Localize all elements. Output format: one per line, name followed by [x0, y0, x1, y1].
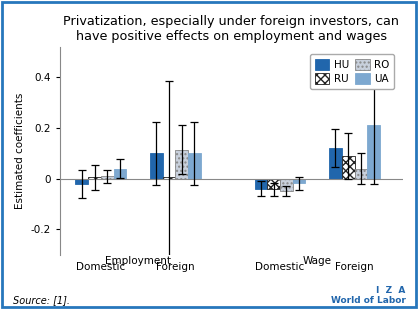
- Bar: [101, 176, 114, 179]
- Legend: HU, RU, RO, UA: HU, RU, RO, UA: [310, 54, 394, 90]
- Bar: [150, 153, 163, 179]
- Bar: [76, 179, 88, 184]
- Bar: [367, 125, 380, 179]
- Bar: [163, 177, 176, 179]
- Bar: [267, 179, 280, 189]
- Bar: [88, 177, 101, 179]
- Bar: [342, 156, 354, 179]
- Bar: [176, 150, 188, 179]
- Y-axis label: Estimated coefficients: Estimated coefficients: [15, 93, 25, 209]
- Bar: [114, 169, 126, 179]
- Text: Employment: Employment: [105, 256, 171, 266]
- Bar: [329, 148, 342, 179]
- Bar: [293, 179, 305, 183]
- Bar: [188, 153, 201, 179]
- Text: Wage: Wage: [303, 256, 332, 266]
- Bar: [280, 179, 293, 191]
- Title: Privatization, especially under foreign investors, can
have positive effects on : Privatization, especially under foreign …: [64, 15, 400, 43]
- Text: I  Z  A
World of Labor: I Z A World of Labor: [331, 286, 405, 305]
- Bar: [255, 179, 267, 189]
- Text: Source: [1].: Source: [1].: [13, 295, 69, 305]
- Bar: [354, 169, 367, 179]
